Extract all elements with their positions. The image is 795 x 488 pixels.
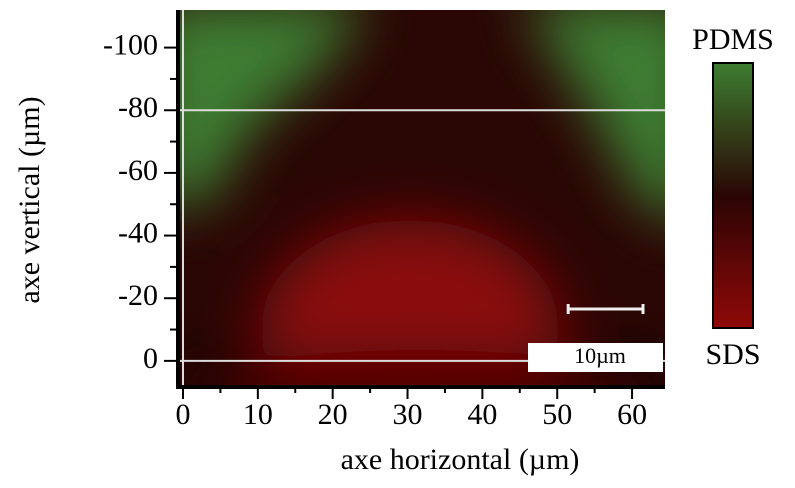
colorbar-top-label: PDMS (692, 23, 774, 56)
colorbar (712, 62, 754, 329)
heatmap-image (180, 10, 665, 385)
x-tick-label: 50 (542, 398, 572, 431)
y-tick-label: -100 (103, 28, 158, 61)
scale-bar-label-box (528, 343, 663, 372)
x-tick-label: 10 (243, 398, 273, 431)
y-tick-label: -80 (118, 91, 158, 124)
x-tick-label: 40 (467, 398, 497, 431)
y-tick-label: -20 (118, 279, 158, 312)
y-axis-label: axe vertical (µm) (13, 96, 46, 303)
colorbar-bottom-label: SDS (705, 338, 760, 371)
x-tick-label: 30 (393, 398, 423, 431)
scale-bar-label: 10µm (574, 343, 626, 368)
y-tick-label: -60 (118, 154, 158, 187)
x-tick-label: 20 (318, 398, 348, 431)
x-tick-label: 0 (175, 398, 190, 431)
y-tick-label: -40 (118, 216, 158, 249)
y-tick-label: 0 (143, 342, 158, 375)
x-axis-label: axe horizontal (µm) (341, 443, 580, 476)
x-tick-label: 60 (617, 398, 647, 431)
